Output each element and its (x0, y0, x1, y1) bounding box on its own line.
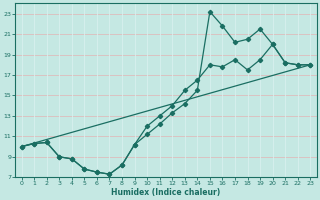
X-axis label: Humidex (Indice chaleur): Humidex (Indice chaleur) (111, 188, 220, 197)
